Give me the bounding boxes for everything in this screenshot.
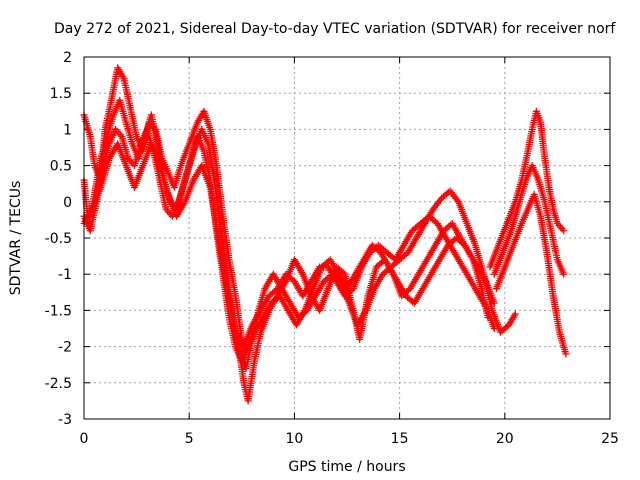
data-point bbox=[560, 270, 568, 278]
y-tick-label: 1.5 bbox=[50, 86, 72, 102]
data-point bbox=[562, 350, 570, 358]
y-tick-label: -1.5 bbox=[45, 303, 72, 319]
series-pass-4 bbox=[80, 140, 498, 351]
data-point bbox=[490, 325, 498, 332]
chart-title: Day 272 of 2021, Sidereal Day-to-day VTE… bbox=[54, 21, 616, 37]
y-tick-labels: -3 -2.5 -2 -1.5 -1 -0.5 0 0.5 1 1.5 2 bbox=[45, 50, 72, 428]
x-tick-label: 20 bbox=[496, 431, 514, 447]
data-point bbox=[490, 299, 498, 307]
series-pass-1 bbox=[80, 64, 519, 372]
y-tick-label: -2 bbox=[58, 340, 72, 356]
y-tick-label: -3 bbox=[58, 412, 72, 428]
x-tick-labels: 0 5 10 15 20 25 bbox=[80, 431, 619, 447]
y-tick-label: -0.5 bbox=[45, 231, 72, 247]
plot-frame bbox=[83, 56, 611, 420]
grid-layer bbox=[84, 57, 610, 419]
data-markers bbox=[80, 64, 570, 405]
data-point bbox=[560, 227, 568, 235]
x-tick-label: 10 bbox=[285, 431, 303, 447]
tick-layer bbox=[83, 56, 611, 420]
x-tick-label: 0 bbox=[80, 431, 89, 447]
y-tick-label: 0 bbox=[63, 195, 72, 211]
x-axis-label: GPS time / hours bbox=[288, 459, 405, 475]
y-tick-label: 0.5 bbox=[50, 159, 72, 175]
y-tick-label: -2.5 bbox=[45, 376, 72, 392]
y-tick-label: 1 bbox=[63, 122, 72, 138]
y-tick-label: -1 bbox=[58, 267, 72, 283]
series-pass-7 bbox=[492, 191, 570, 358]
series-pass-6 bbox=[490, 162, 568, 278]
y-axis-label: SDTVAR / TECUs bbox=[8, 181, 24, 296]
x-tick-label: 5 bbox=[185, 431, 194, 447]
x-tick-label: 25 bbox=[601, 431, 619, 447]
x-tick-label: 15 bbox=[391, 431, 409, 447]
y-tick-label: 2 bbox=[63, 50, 72, 66]
data-point bbox=[511, 310, 519, 318]
